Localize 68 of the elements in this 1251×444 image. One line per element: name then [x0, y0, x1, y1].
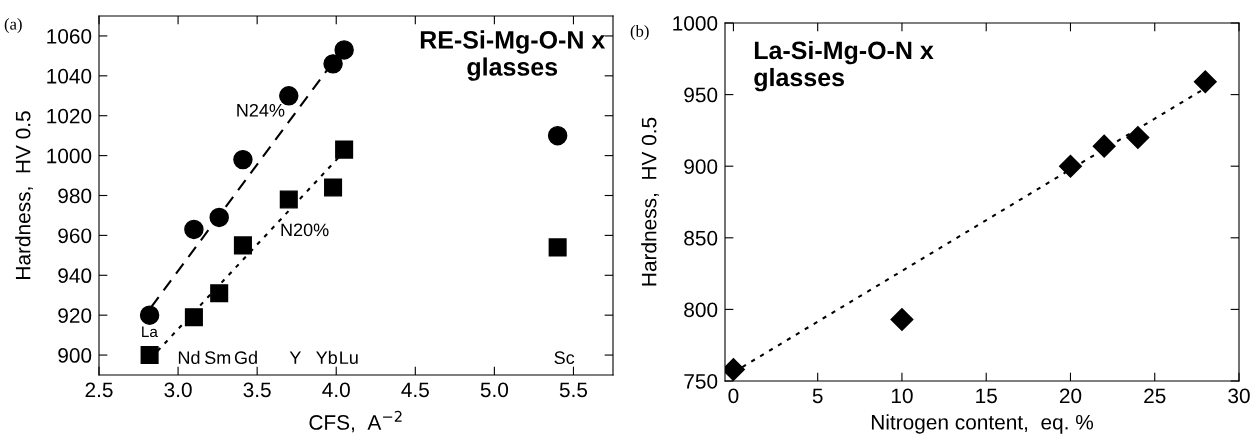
annotation: Gd — [234, 350, 257, 365]
text: RE-Si-Mg-O-N x glasses — [420, 30, 606, 81]
x-tick-label: 10 — [891, 388, 913, 404]
text: (a) — [4, 18, 22, 34]
annotation: Yb — [316, 350, 337, 365]
y-tick-label: 850 — [684, 230, 718, 246]
annotation: N24% — [237, 103, 285, 117]
point — [1193, 70, 1217, 94]
point — [890, 307, 914, 331]
annotation: Nd — [178, 350, 200, 365]
y-tick-label: 1000 — [47, 148, 92, 164]
point — [547, 125, 568, 146]
x-tick-label: 0 — [728, 388, 739, 404]
x-tick-label: 5.0 — [480, 382, 509, 398]
x-axis-title: CFS, A$^{−2}$ — [309, 410, 402, 433]
text: La-Si-Mg-O-N x glasses — [754, 40, 934, 92]
x-tick-label: 5.5 — [559, 382, 588, 398]
y-tick-label: 950 — [684, 87, 718, 103]
y-tick-label: 900 — [58, 348, 92, 363]
x-tick-label: 3.0 — [164, 382, 192, 398]
annotation: Sc — [554, 351, 575, 365]
point — [139, 305, 160, 325]
x-axis-title: Nitrogen content, eq. % — [871, 414, 1094, 434]
y-tick-label: 940 — [58, 268, 92, 284]
x-tick-label: 5 — [812, 388, 823, 404]
annotation: N20% — [281, 223, 329, 237]
point — [324, 178, 343, 197]
annotation: Y — [289, 351, 301, 364]
point — [1126, 126, 1150, 150]
point — [323, 54, 343, 74]
x-tick-label: 4.5 — [401, 382, 429, 398]
text: (b) — [630, 25, 649, 41]
y-tick-label: 1000 — [673, 16, 718, 31]
y-tick-label: 960 — [58, 228, 92, 244]
point — [548, 238, 567, 257]
x-tick-label: 3.5 — [243, 382, 271, 398]
x-tick-label: 4.0 — [322, 382, 350, 398]
y-axis-title: Hardness, HV 0.5 — [641, 117, 659, 286]
point — [1058, 154, 1082, 178]
y-axis-title: Hardness, HV 0.5 — [15, 111, 33, 279]
point — [184, 308, 203, 327]
y-tick-label: 1020 — [47, 108, 92, 124]
point — [233, 236, 252, 255]
point — [233, 149, 253, 170]
x-tick-label: 2.5 — [85, 382, 113, 398]
y-tick-label: 800 — [684, 302, 718, 318]
point — [209, 207, 229, 228]
x-tick-label: 15 — [976, 388, 997, 404]
point — [334, 40, 354, 60]
y-tick-label: 1040 — [47, 68, 92, 84]
y-tick-label: 1060 — [47, 28, 92, 44]
y-tick-label: 980 — [58, 188, 92, 204]
y-tick-label: 750 — [684, 374, 718, 389]
annotation: Sm — [205, 351, 231, 365]
x-tick-label: 25 — [1144, 388, 1166, 404]
point — [210, 284, 229, 303]
point — [279, 190, 298, 209]
x-tick-label: 20 — [1059, 388, 1082, 404]
x-tick-label: 30 — [1228, 388, 1250, 404]
point — [140, 346, 159, 365]
point — [335, 140, 354, 159]
y-tick-label: 900 — [684, 159, 718, 174]
annotation: Lu — [340, 351, 358, 365]
point — [279, 86, 299, 106]
point — [1092, 134, 1116, 158]
annotation: La — [142, 326, 158, 338]
point — [184, 219, 204, 240]
y-tick-label: 920 — [58, 308, 92, 323]
